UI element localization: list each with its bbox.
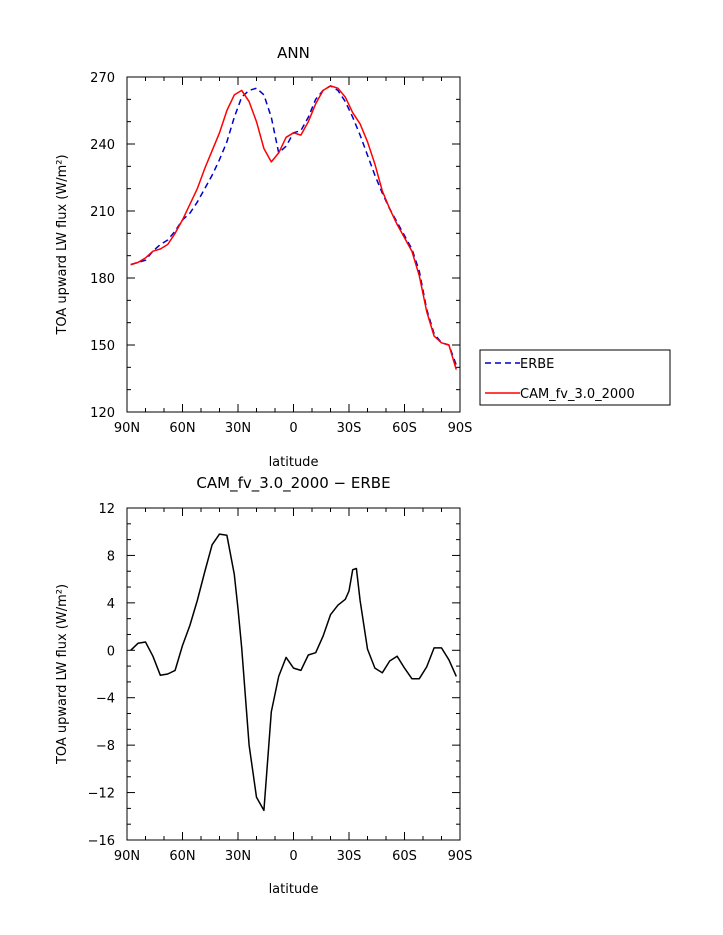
- chart-title: CAM_fv_3.0_2000 − ERBE: [196, 474, 390, 493]
- x-tick-label: 90N: [114, 421, 140, 436]
- y-tick-label: −8: [96, 739, 115, 754]
- chart-upper-ann: 90N 60N 30N 0 30S 60S 90S 120 150 180 210 240 270 ANN…: [55, 44, 472, 470]
- y-tick-label: 120: [90, 406, 115, 421]
- x-tick-label: 0: [289, 421, 297, 436]
- y-tick-label: 180: [90, 272, 115, 287]
- y-tick-label: 12: [98, 502, 115, 517]
- y-axis-label: TOA upward LW flux (W/m²): [55, 154, 70, 335]
- y-tick-label: 210: [90, 205, 115, 220]
- legend-label-erbe: ERBE: [520, 357, 554, 372]
- legend-label-cam: CAM_fv_3.0_2000: [520, 387, 635, 402]
- x-tick-label: 90S: [448, 849, 473, 864]
- chart-title: ANN: [277, 44, 310, 62]
- x-axis-label: latitude: [269, 455, 319, 470]
- y-tick-label: 0: [107, 644, 115, 659]
- x-tick-label: 30N: [225, 421, 251, 436]
- y-tick-label: 150: [90, 339, 115, 354]
- x-tick-label: 60N: [169, 849, 195, 864]
- y-tick-label: 240: [90, 138, 115, 153]
- y-tick-label: −16: [88, 834, 115, 849]
- y-axis-label: TOA upward LW flux (W/m²): [55, 584, 70, 765]
- plot-frame: [126, 507, 461, 841]
- y-tick-label: 8: [107, 549, 115, 564]
- x-tick-label: 30N: [225, 849, 251, 864]
- series-line-difference: [130, 533, 457, 812]
- x-tick-label: 30S: [337, 421, 362, 436]
- y-tick-label: −4: [96, 692, 115, 707]
- y-tick-label: 270: [90, 71, 115, 86]
- chart-lower-difference: 90N 60N 30N 0 30S 60S 90S −16 −12 −8 −4 0 4 8 12 CAM_fv…: [55, 474, 472, 897]
- legend-box: [479, 349, 671, 406]
- series-line-cam-fv-3-0-2000: [130, 85, 458, 370]
- x-tick-label: 90S: [448, 421, 473, 436]
- x-tick-label: 90N: [114, 849, 140, 864]
- x-tick-label: 60N: [169, 421, 195, 436]
- x-tick-label: 30S: [337, 849, 362, 864]
- legend: ERBE CAM_fv_3.0_2000: [479, 349, 671, 406]
- y-tick-label: 4: [107, 597, 115, 612]
- y-tick-label: −12: [88, 787, 115, 802]
- x-tick-label: 0: [289, 849, 297, 864]
- x-tick-label: 60S: [392, 421, 417, 436]
- x-axis-label: latitude: [269, 882, 319, 897]
- x-tick-label: 60S: [392, 849, 417, 864]
